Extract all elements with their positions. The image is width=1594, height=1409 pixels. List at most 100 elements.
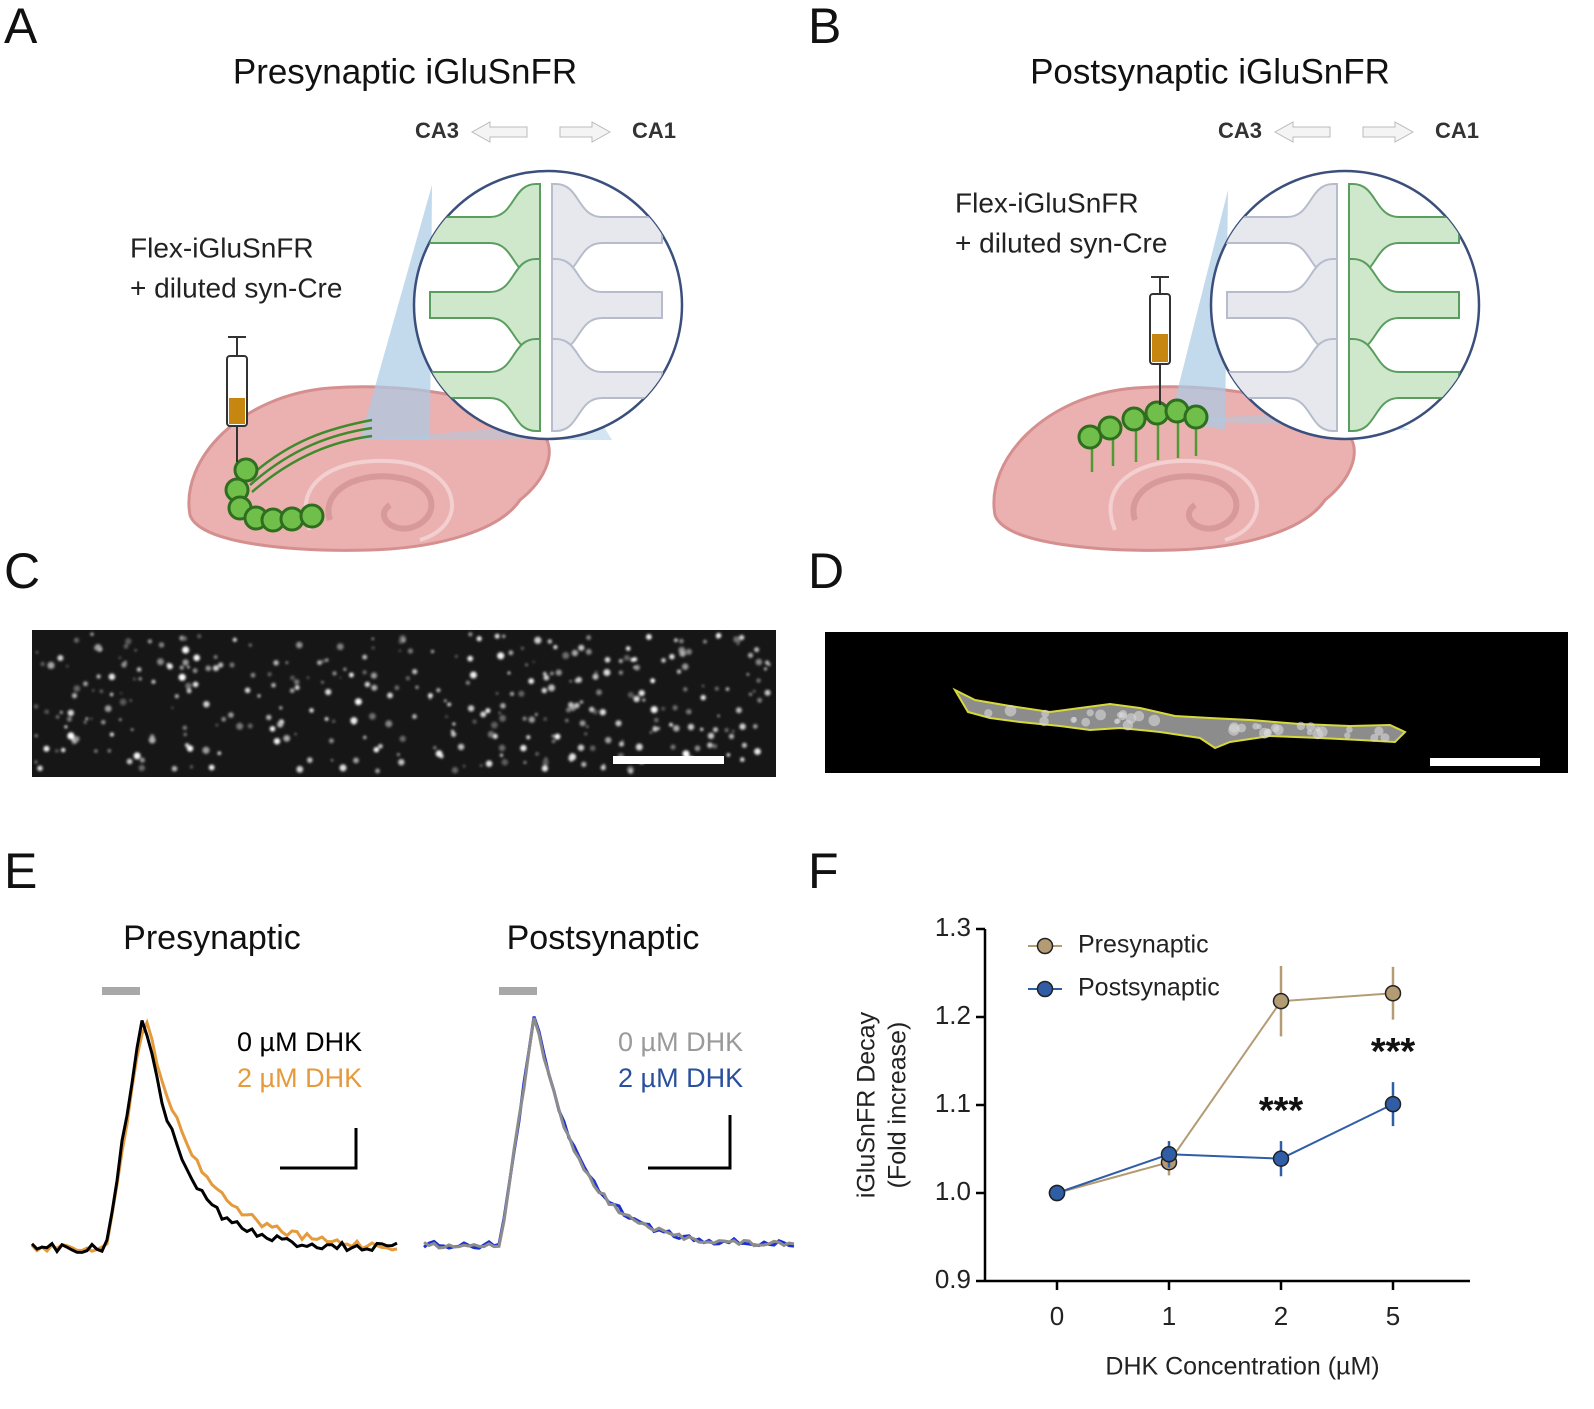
punctum: [500, 753, 503, 757]
panel-letter: F: [808, 843, 839, 899]
punctum: [576, 676, 582, 683]
punctum: [202, 746, 210, 754]
punctum: [528, 678, 535, 684]
punctum: [85, 717, 89, 721]
punctum: [628, 768, 634, 774]
punctum: [44, 709, 49, 715]
punctum: [385, 720, 393, 728]
punctum: [332, 671, 337, 676]
punctum: [700, 727, 704, 732]
punctum: [290, 675, 295, 681]
punctum: [371, 637, 374, 640]
punctum: [363, 735, 367, 740]
dendrite-texture: [1370, 733, 1379, 742]
punctum: [399, 735, 406, 742]
punctum: [138, 677, 142, 681]
punctum: [733, 636, 740, 643]
dendrite-texture: [1041, 709, 1050, 718]
punctum: [594, 670, 598, 674]
panel-letter: C: [4, 543, 40, 599]
punctum: [218, 662, 224, 668]
punctum: [72, 741, 76, 745]
y-axis-label: (Fold increase): [884, 1022, 912, 1189]
punctum: [192, 668, 198, 674]
punctum: [119, 718, 122, 721]
punctum: [332, 719, 336, 723]
dendrite-outline: [952, 687, 1407, 750]
punctum: [296, 765, 304, 773]
punctum: [364, 681, 371, 688]
punctum: [178, 673, 186, 681]
x-tick-label: 0: [1050, 1301, 1064, 1331]
punctum: [670, 744, 676, 750]
punctum: [266, 714, 272, 721]
punctum: [339, 676, 342, 679]
punctum: [455, 655, 458, 658]
punctum: [618, 659, 623, 663]
punctum: [754, 647, 760, 653]
punctum: [633, 666, 636, 669]
dendrite-texture: [1148, 714, 1161, 727]
punctum: [520, 744, 527, 752]
punctum: [740, 757, 745, 762]
arrow: [1273, 121, 1331, 143]
injection-label: + diluted syn-Cre: [130, 272, 342, 303]
punctum: [257, 694, 261, 698]
punctum: [57, 655, 64, 661]
punctum: [551, 734, 555, 738]
injection-label: Flex-iGluSnFR: [955, 187, 1139, 218]
punctum: [66, 665, 69, 668]
punctum: [717, 714, 720, 718]
punctum: [371, 674, 376, 678]
punctum: [398, 639, 403, 644]
punctum: [148, 736, 156, 744]
injection-label: Flex-iGluSnFR: [130, 232, 314, 263]
punctum: [35, 651, 39, 654]
punctum: [447, 702, 452, 707]
punctum: [543, 717, 547, 721]
punctum: [157, 658, 164, 666]
punctum: [755, 658, 763, 666]
punctum: [67, 709, 75, 717]
trace: [30, 1018, 398, 1254]
data-point: [1384, 984, 1402, 1002]
y-tick-label: 0.9: [935, 1264, 971, 1294]
punctum: [34, 760, 38, 764]
punctum: [649, 731, 652, 734]
punctum: [753, 724, 758, 729]
punctum: [197, 634, 202, 639]
dendrite-texture: [1380, 733, 1390, 743]
punctum: [525, 663, 528, 667]
punctum: [445, 715, 448, 718]
data-point: [1384, 1095, 1402, 1113]
punctum: [407, 648, 413, 654]
punctum: [229, 662, 235, 668]
punctum: [568, 702, 574, 708]
legend-label: Presynaptic: [1078, 931, 1209, 959]
punctum: [739, 723, 746, 730]
punctum: [498, 711, 501, 715]
punctum: [633, 695, 640, 703]
punctum: [627, 691, 634, 698]
punctum: [674, 638, 678, 642]
punctum: [747, 652, 754, 658]
punctum: [551, 739, 556, 743]
punctum: [541, 765, 549, 772]
punctum: [726, 753, 731, 757]
y-tick-label: 1.2: [935, 1000, 971, 1030]
dendrite-texture: [1095, 709, 1106, 721]
punctum: [463, 765, 466, 768]
legend-marker: [1036, 980, 1054, 998]
dendrite-texture: [1114, 718, 1120, 725]
punctum: [309, 708, 314, 713]
punctum: [174, 694, 179, 699]
punctum: [476, 636, 482, 642]
punctum: [585, 648, 592, 655]
dendrite-texture: [1374, 726, 1384, 736]
punctum: [120, 692, 123, 695]
arrow: [1362, 121, 1415, 143]
dendrite-texture: [1081, 717, 1091, 727]
punctum: [510, 691, 514, 696]
punctum: [491, 721, 498, 729]
legend-label: Postsynaptic: [1078, 974, 1220, 1002]
